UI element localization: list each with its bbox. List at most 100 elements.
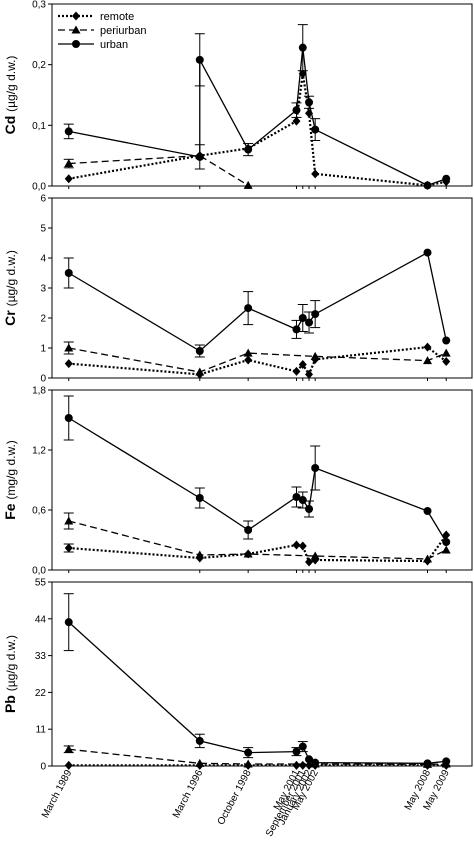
- legend-item-remote: remote: [58, 11, 134, 23]
- data-point: [292, 366, 301, 376]
- data-point: [195, 736, 204, 745]
- series-urban-cd: [63, 24, 451, 190]
- data-point: [292, 106, 301, 115]
- y-tick-label: 2: [40, 314, 46, 325]
- panels-layer: 0,0 0,1 0,2 0,3 Cd (µg/g d.w.) 0 1 2 3 4 5 6 Cr (µg/…: [2, 0, 473, 773]
- legend-marker: [72, 40, 80, 48]
- series-line: [68, 345, 447, 377]
- y-axis-label-element: Fe: [2, 500, 18, 520]
- y-tick-label: 3: [40, 284, 46, 295]
- data-point: [442, 757, 451, 766]
- y-axis-label-unit: (mg/g d.w.): [4, 440, 18, 499]
- y-axis-label: Cr (µg/g d.w.): [2, 250, 18, 326]
- data-point: [244, 526, 253, 534]
- data-point: [305, 98, 314, 107]
- data-point: [64, 127, 73, 136]
- series-line: [68, 621, 447, 764]
- data-point: [292, 760, 301, 770]
- data-point: [441, 348, 451, 357]
- panel-pb: 0 11 22 33 44 55 Pb (µg/g d.w.): [2, 578, 473, 773]
- data-point: [423, 759, 432, 768]
- data-point: [244, 304, 253, 313]
- y-tick-label: 0: [40, 374, 46, 385]
- y-tick-label: 22: [35, 688, 47, 699]
- data-point: [442, 174, 451, 183]
- x-tick-label: March 1989: [40, 768, 75, 820]
- panel-frame: [51, 3, 473, 187]
- data-point: [305, 369, 314, 379]
- data-point: [292, 493, 301, 501]
- data-point: [243, 759, 253, 768]
- y-tick-label: 55: [35, 578, 47, 589]
- data-point: [64, 269, 73, 277]
- series-line: [68, 347, 447, 373]
- data-point: [423, 181, 432, 190]
- panel-frame: [51, 197, 473, 379]
- data-point: [310, 351, 320, 360]
- y-tick-label: 0,0: [32, 182, 46, 193]
- legend-label: periurban: [100, 25, 146, 37]
- data-point: [243, 180, 253, 189]
- series-urban-cr: [63, 248, 451, 358]
- data-point: [311, 125, 320, 134]
- legend-item-urban: urban: [58, 39, 128, 51]
- data-point: [305, 760, 314, 770]
- y-axis-label-element: Cd: [2, 112, 18, 135]
- data-point: [298, 314, 307, 322]
- legend-label: urban: [100, 39, 128, 51]
- legend-marker: [71, 25, 81, 34]
- data-point: [311, 758, 320, 767]
- data-point: [292, 116, 301, 126]
- data-point: [195, 367, 205, 376]
- data-point: [305, 557, 314, 567]
- data-point: [64, 159, 74, 168]
- series-periurban-fe: [63, 512, 451, 563]
- data-point: [298, 760, 307, 770]
- data-point: [64, 760, 73, 770]
- data-point: [64, 414, 73, 422]
- series-periurban-cr: [63, 341, 451, 376]
- data-point: [292, 747, 301, 756]
- y-tick-label: 0,6: [32, 506, 46, 517]
- data-point: [195, 494, 204, 502]
- data-point: [243, 549, 253, 558]
- y-axis-label-unit: (µg/g d.w.): [4, 635, 18, 691]
- data-point: [64, 359, 73, 369]
- data-point: [298, 541, 307, 551]
- y-tick-label: 1: [40, 344, 46, 355]
- data-point: [423, 356, 433, 365]
- legend-item-periurban: periurban: [58, 25, 146, 37]
- panel-fe: 0,0 0,6 1,2 1,8 Fe (mg/g d.w.): [2, 386, 473, 577]
- series-line: [68, 73, 447, 187]
- panel-frame: [51, 581, 473, 767]
- data-point: [244, 748, 253, 757]
- data-point: [244, 355, 253, 365]
- data-point: [298, 360, 307, 369]
- series-line: [68, 251, 447, 352]
- data-point: [305, 755, 314, 764]
- y-axis-label-unit: (µg/g d.w.): [4, 250, 18, 306]
- data-point: [195, 152, 204, 161]
- y-axis-label: Fe (mg/g d.w.): [2, 440, 18, 520]
- y-tick-label: 44: [35, 614, 47, 625]
- series-line: [68, 155, 249, 186]
- data-point: [64, 543, 73, 553]
- series-remote-pb: [64, 760, 451, 770]
- data-point: [442, 336, 451, 345]
- data-point: [305, 505, 314, 513]
- legend: remote periurban urban: [58, 11, 146, 51]
- data-point: [423, 554, 433, 563]
- y-tick-label: 1,8: [32, 386, 46, 397]
- data-point: [441, 545, 451, 554]
- series-line: [68, 417, 447, 543]
- panel-cd: 0,0 0,1 0,2 0,3 Cd (µg/g d.w.): [2, 0, 473, 193]
- data-point: [64, 618, 73, 627]
- data-point: [442, 530, 451, 540]
- data-point: [298, 496, 307, 504]
- data-point: [423, 507, 432, 515]
- panel-cr: 0 1 2 3 4 5 6 Cr (µg/g d.w.): [2, 194, 473, 385]
- y-tick-label: 33: [35, 651, 47, 662]
- data-point: [311, 464, 320, 472]
